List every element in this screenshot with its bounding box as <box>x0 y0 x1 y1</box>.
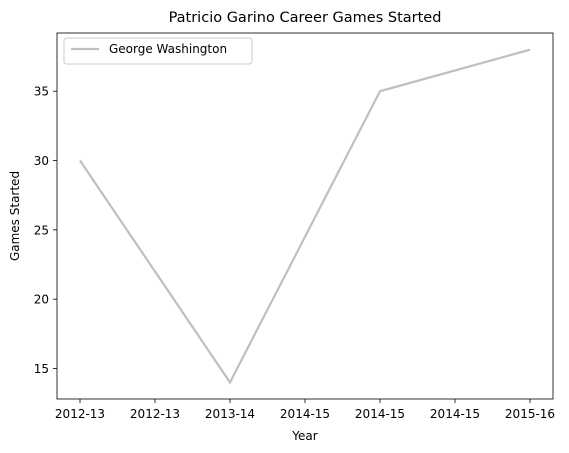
legend-box <box>63 37 253 65</box>
y-tick-label: 25 <box>34 223 49 237</box>
legend-series-label: George Washington <box>109 42 227 56</box>
x-axis: 2012-13 2012-13 2013-14 2014-15 2014-15 2014-… <box>55 399 555 421</box>
y-tick-label: 15 <box>34 362 49 376</box>
plot-area <box>56 32 554 400</box>
series-line <box>79 48 531 385</box>
series-layer <box>79 48 531 385</box>
x-tick-label: 2014-15 <box>280 407 330 421</box>
y-axis: 15 20 25 30 35 <box>34 85 57 376</box>
legend: George Washington <box>63 37 253 65</box>
y-tick-label: 35 <box>34 85 49 99</box>
y-tick-label: 30 <box>34 154 49 168</box>
y-axis-label: Games Started <box>8 171 22 261</box>
x-tick-label: 2015-16 <box>505 407 555 421</box>
x-axis-label: Year <box>291 429 317 443</box>
x-tick-label: 2014-15 <box>355 407 405 421</box>
x-tick-label: 2012-13 <box>55 407 105 421</box>
x-tick-label: 2012-13 <box>130 407 180 421</box>
chart-title: Patricio Garino Career Games Started <box>169 10 442 26</box>
x-tick-label: 2014-15 <box>430 407 480 421</box>
y-tick-label: 20 <box>34 293 49 307</box>
x-tick-label: 2013-14 <box>205 407 255 421</box>
